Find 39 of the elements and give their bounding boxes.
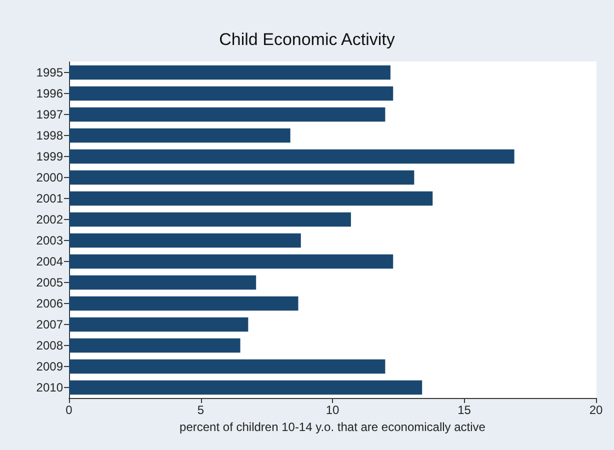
x-tick-label: 5: [197, 403, 204, 417]
bar: [69, 86, 394, 101]
y-tick-label: 1998: [36, 128, 64, 142]
bar: [69, 212, 351, 227]
bar: [69, 380, 422, 395]
bar: [69, 233, 301, 248]
y-tick-label: 2010: [36, 380, 64, 394]
bar: [69, 191, 433, 206]
y-tick-label: 1996: [36, 86, 64, 100]
y-tick-label: 2006: [36, 296, 64, 310]
bar: [69, 338, 240, 353]
y-tick-label: 2009: [36, 360, 64, 374]
y-tick-label: 2008: [36, 338, 64, 352]
bar: [69, 296, 298, 311]
y-tick-label: 1995: [36, 66, 64, 80]
y-tick-label: 1999: [36, 150, 64, 164]
bar: [69, 65, 390, 80]
x-tick-label: 20: [589, 403, 603, 417]
y-tick-label: 2001: [36, 192, 64, 206]
bar: [69, 107, 386, 122]
bar: [69, 254, 394, 269]
y-tick-label: 2004: [36, 254, 64, 268]
y-tick-label: 2002: [36, 212, 64, 226]
y-tick-label: 1997: [36, 108, 64, 122]
bar: [69, 149, 514, 164]
bar: [69, 359, 386, 374]
bar: [69, 128, 290, 143]
y-tick-label: 2000: [36, 170, 64, 184]
bar: [69, 275, 256, 290]
y-tick-label: 2003: [36, 234, 64, 248]
x-tick-label: 10: [326, 403, 340, 417]
x-tick-label: 0: [66, 403, 73, 417]
bar: [69, 317, 248, 332]
y-tick-label: 2005: [36, 276, 64, 290]
x-tick-label: 15: [458, 403, 472, 417]
x-axis-title: percent of children 10-14 y.o. that are economically active: [180, 420, 486, 434]
y-tick-label: 2007: [36, 318, 64, 332]
chart-title: Child Economic Activity: [219, 30, 396, 49]
bar: [69, 170, 414, 185]
